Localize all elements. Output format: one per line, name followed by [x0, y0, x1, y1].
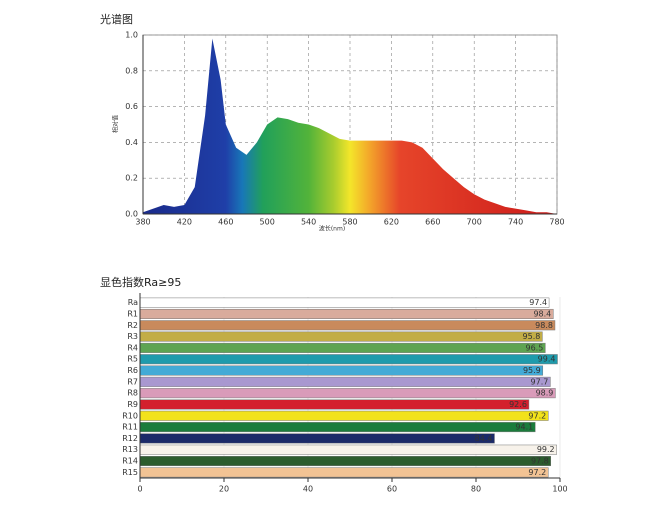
y-label: 相对值 — [112, 115, 120, 133]
x-tick-label: 0 — [137, 485, 142, 494]
value-label: 99.4 — [538, 355, 556, 364]
y-tick-label: R8 — [127, 389, 138, 398]
bar — [139, 467, 549, 478]
y-tick-label: Ra — [128, 298, 138, 307]
value-label: 95.8 — [523, 332, 541, 341]
y-tick-label: R2 — [127, 321, 138, 330]
x-tick-label: 540 — [301, 218, 316, 227]
value-label: 97.7 — [531, 377, 549, 386]
y-tick-label: R9 — [127, 400, 138, 409]
y-tick-label: 0.6 — [125, 102, 138, 111]
y-tick-label: R6 — [127, 366, 138, 375]
x-tick-label: 700 — [467, 218, 482, 227]
value-label: 99.2 — [537, 445, 555, 454]
y-tick-label: R10 — [122, 411, 138, 420]
value-label: 98.8 — [535, 321, 553, 330]
bar — [139, 456, 552, 467]
value-label: 97.8 — [531, 457, 549, 466]
y-tick-label: R11 — [122, 423, 138, 432]
bar — [139, 388, 556, 399]
x-tick-label: 500 — [260, 218, 275, 227]
x-tick-label: 380 — [135, 218, 150, 227]
value-label: 98.9 — [536, 389, 554, 398]
bar — [139, 444, 557, 455]
y-tick-label: R13 — [122, 445, 138, 454]
value-label: 92.6 — [509, 400, 527, 409]
bar — [139, 433, 495, 444]
y-tick-label: R5 — [127, 355, 138, 364]
y-tick-label: R14 — [122, 457, 138, 466]
bar — [139, 342, 546, 353]
x-tick-label: 100 — [552, 485, 567, 494]
value-label: 98.4 — [533, 309, 551, 318]
y-tick-label: 1.0 — [125, 31, 138, 40]
chart-title: 显色指数Ra≥95 — [100, 275, 181, 289]
y-tick-label: R1 — [127, 309, 138, 318]
x-tick-label: 460 — [218, 218, 233, 227]
value-label: 96.5 — [525, 343, 543, 352]
bar — [139, 376, 551, 387]
x-tick-label: 80 — [471, 485, 481, 494]
y-tick-label: 0.2 — [125, 174, 138, 183]
value-label: 97.2 — [528, 468, 546, 477]
value-label: 94.1 — [515, 423, 533, 432]
y-tick-label: R4 — [127, 343, 138, 352]
x-tick-label: 780 — [549, 218, 564, 227]
x-tick-label: 580 — [342, 218, 357, 227]
x-tick-label: 20 — [219, 485, 229, 494]
spectrum-area — [143, 38, 557, 214]
y-tick-label: R12 — [122, 434, 138, 443]
y-tick-label: 0.0 — [125, 210, 138, 219]
x-tick-label: 740 — [508, 218, 523, 227]
x-label: 波长(nm) — [319, 225, 345, 233]
bar — [139, 354, 558, 365]
x-tick-label: 660 — [425, 218, 440, 227]
chart-title: 光谱图 — [100, 12, 133, 26]
bar — [139, 410, 549, 421]
y-tick-label: R15 — [122, 468, 138, 477]
value-label: 97.2 — [528, 411, 546, 420]
y-tick-label: R3 — [127, 332, 138, 341]
value-label: 95.9 — [523, 366, 541, 375]
y-tick-label: R7 — [127, 377, 138, 386]
bar — [139, 308, 554, 319]
x-tick-label: 420 — [177, 218, 192, 227]
bar — [139, 297, 550, 308]
value-label: 97.4 — [529, 298, 547, 307]
bar — [139, 365, 544, 376]
x-tick-label: 60 — [387, 485, 397, 494]
y-tick-label: 0.4 — [125, 138, 138, 147]
bar — [139, 399, 530, 410]
bar — [139, 422, 536, 433]
x-tick-label: 40 — [303, 485, 313, 494]
y-tick-label: 0.8 — [125, 66, 138, 75]
value-label: 84.4 — [475, 434, 493, 443]
x-tick-label: 620 — [384, 218, 399, 227]
bar — [139, 331, 543, 342]
bar — [139, 320, 556, 331]
